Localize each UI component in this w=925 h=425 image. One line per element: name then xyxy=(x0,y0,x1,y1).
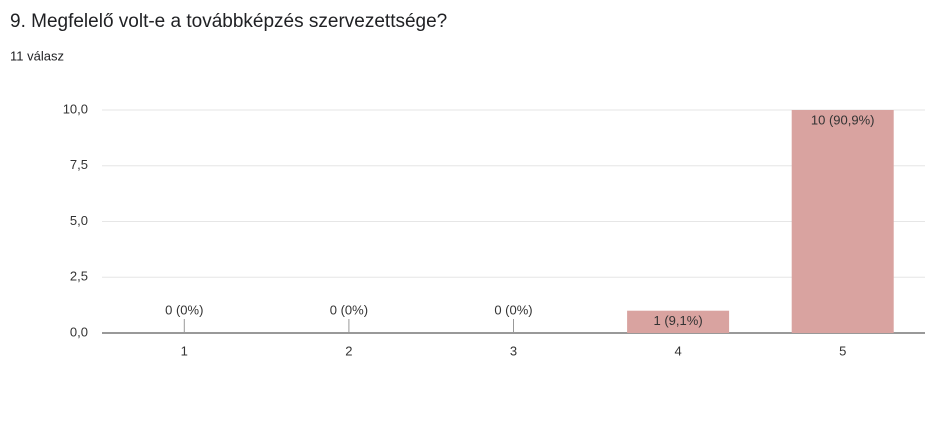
x-tick-label: 5 xyxy=(839,343,846,358)
x-tick-label: 4 xyxy=(674,343,681,358)
y-tick-label: 0,0 xyxy=(70,324,88,339)
response-count: 11 válasz xyxy=(10,48,64,63)
y-tick-label: 2,5 xyxy=(70,269,88,284)
data-label: 0 (0%) xyxy=(494,302,532,317)
data-label: 10 (90,9%) xyxy=(811,112,875,127)
data-label: 1 (9,1%) xyxy=(654,313,703,328)
data-label: 0 (0%) xyxy=(165,302,203,317)
y-tick-label: 5,0 xyxy=(70,213,88,228)
x-tick-label: 1 xyxy=(181,343,188,358)
x-tick-label: 2 xyxy=(345,343,352,358)
y-tick-label: 10,0 xyxy=(63,101,88,116)
y-tick-label: 7,5 xyxy=(70,157,88,172)
bar xyxy=(791,110,894,333)
x-tick-label: 3 xyxy=(510,343,517,358)
data-label: 0 (0%) xyxy=(330,302,368,317)
bar xyxy=(627,310,730,333)
question-title: 9. Megfelelő volt-e a továbbképzés szerv… xyxy=(10,11,447,32)
